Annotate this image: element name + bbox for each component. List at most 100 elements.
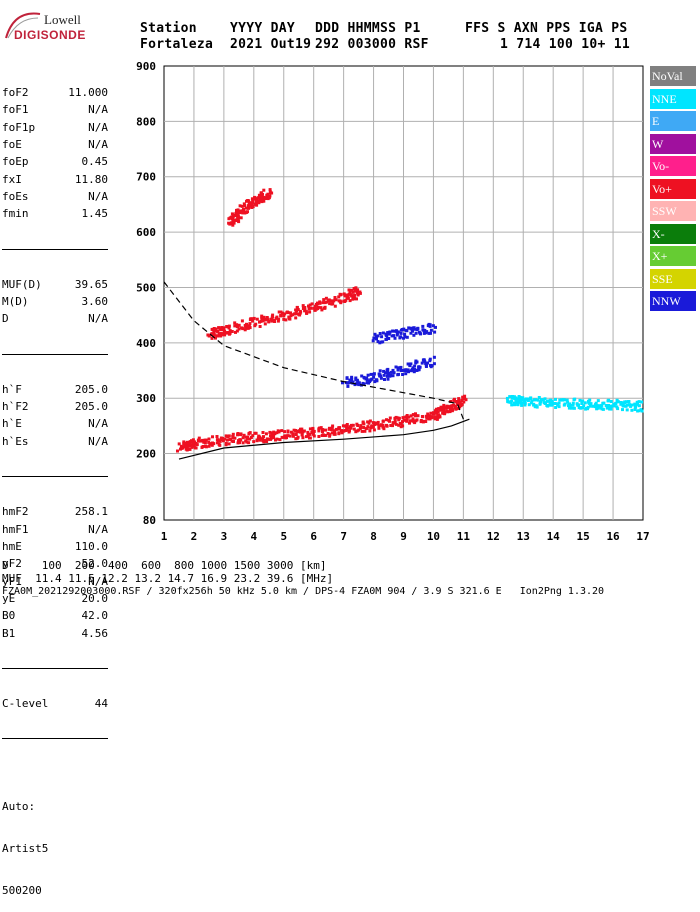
echo-point <box>429 363 432 367</box>
logo-digisonde-text: DIGISONDE <box>14 28 86 42</box>
echo-point <box>627 403 631 407</box>
echo-point <box>636 409 640 413</box>
parameter-value: 3.60 <box>81 295 109 309</box>
echo-point <box>377 372 381 376</box>
echo-point <box>588 404 592 408</box>
echo-point <box>443 412 446 416</box>
x-tick-label: 16 <box>606 530 620 543</box>
echo-point <box>366 373 370 377</box>
echo-point <box>362 422 366 426</box>
echo-point <box>633 402 637 406</box>
echo-point <box>342 429 346 433</box>
echo-point <box>266 318 270 322</box>
parameter-group-virtual-heights: h`F 205.0 h`F2 205.0 h`E N/A h`Es N/A <box>2 381 108 450</box>
echo-point <box>356 380 360 384</box>
echo-point <box>289 314 293 318</box>
echo-point <box>619 402 623 406</box>
echo-point <box>385 418 388 422</box>
echo-point <box>378 369 382 373</box>
echo-point <box>612 404 616 408</box>
header-value-time: 292 003000 RSF <box>315 37 429 52</box>
autoscaling-version: 500200 <box>2 884 42 898</box>
echo-point <box>630 403 634 407</box>
echo-point <box>633 408 637 411</box>
echo-point <box>288 317 292 321</box>
echo-point <box>411 366 415 370</box>
echo-point <box>392 334 396 338</box>
echo-point <box>244 326 248 330</box>
echo-point <box>245 437 249 441</box>
echo-point <box>381 419 385 423</box>
echo-point <box>345 428 349 432</box>
echo-point <box>599 406 603 410</box>
parameter-value: N/A <box>88 190 108 204</box>
echo-point <box>536 398 540 402</box>
echo-point <box>307 307 311 311</box>
echo-point <box>373 421 377 425</box>
echo-point <box>180 446 184 450</box>
echo-point <box>300 427 304 431</box>
echo-point <box>389 424 393 427</box>
echo-point <box>301 304 305 308</box>
echo-point <box>258 435 262 439</box>
parameter-row: foEs N/A <box>2 188 108 205</box>
parameter-name: foF2 <box>2 86 29 99</box>
echo-point <box>563 402 567 406</box>
echo-point <box>387 332 391 336</box>
parameter-row: B1 4.56 <box>2 625 108 642</box>
echo-point <box>233 324 237 328</box>
echo-point <box>598 404 602 408</box>
echo-point <box>326 299 330 303</box>
x-tick-label: 7 <box>340 530 347 543</box>
echo-point <box>301 436 305 440</box>
echo-point <box>621 408 624 412</box>
echo-point <box>272 430 276 434</box>
echo-point <box>294 437 298 441</box>
echo-point <box>242 208 245 211</box>
echo-point <box>395 332 399 336</box>
legend-item: SSE <box>650 268 696 289</box>
echo-point <box>312 429 316 433</box>
parameter-value: 42.0 <box>81 609 109 623</box>
echo-point <box>322 428 325 432</box>
legend-item: E <box>650 111 696 131</box>
echo-point <box>207 444 211 448</box>
echo-point <box>306 430 310 434</box>
echo-point <box>433 330 437 334</box>
echo-point <box>248 322 252 326</box>
echo-point <box>378 341 382 345</box>
echo-point <box>322 298 326 302</box>
echo-point <box>220 326 224 329</box>
echo-point <box>316 307 320 311</box>
echo-point <box>558 398 562 402</box>
echo-point <box>298 430 302 434</box>
echo-point <box>308 432 312 436</box>
echo-point <box>640 409 644 413</box>
echo-point <box>177 442 181 446</box>
echo-point <box>601 407 605 411</box>
echo-point <box>259 191 263 195</box>
echo-point <box>424 414 428 418</box>
echo-point <box>521 396 525 400</box>
x-tick-label: 10 <box>427 530 440 543</box>
echo-point <box>428 357 432 361</box>
echo-point <box>386 377 390 381</box>
echo-point <box>319 306 323 310</box>
footer-file-info: FZA0M_2021292003000.RSF / 320fx256h 50 k… <box>2 586 605 597</box>
echo-point <box>439 405 443 409</box>
echo-point <box>256 201 260 205</box>
echo-point <box>432 355 436 359</box>
parameter-name: fmin <box>2 207 29 221</box>
echo-point <box>388 330 392 334</box>
echo-point <box>377 424 381 428</box>
echo-point <box>229 221 233 225</box>
echo-point <box>312 434 316 438</box>
x-tick-label: 14 <box>547 530 561 543</box>
echo-point <box>247 201 251 205</box>
echo-point <box>215 334 219 338</box>
echo-point <box>351 380 355 384</box>
echo-point <box>182 442 186 446</box>
echo-point <box>548 403 552 407</box>
echo-point <box>619 401 623 404</box>
echo-point <box>432 362 436 366</box>
